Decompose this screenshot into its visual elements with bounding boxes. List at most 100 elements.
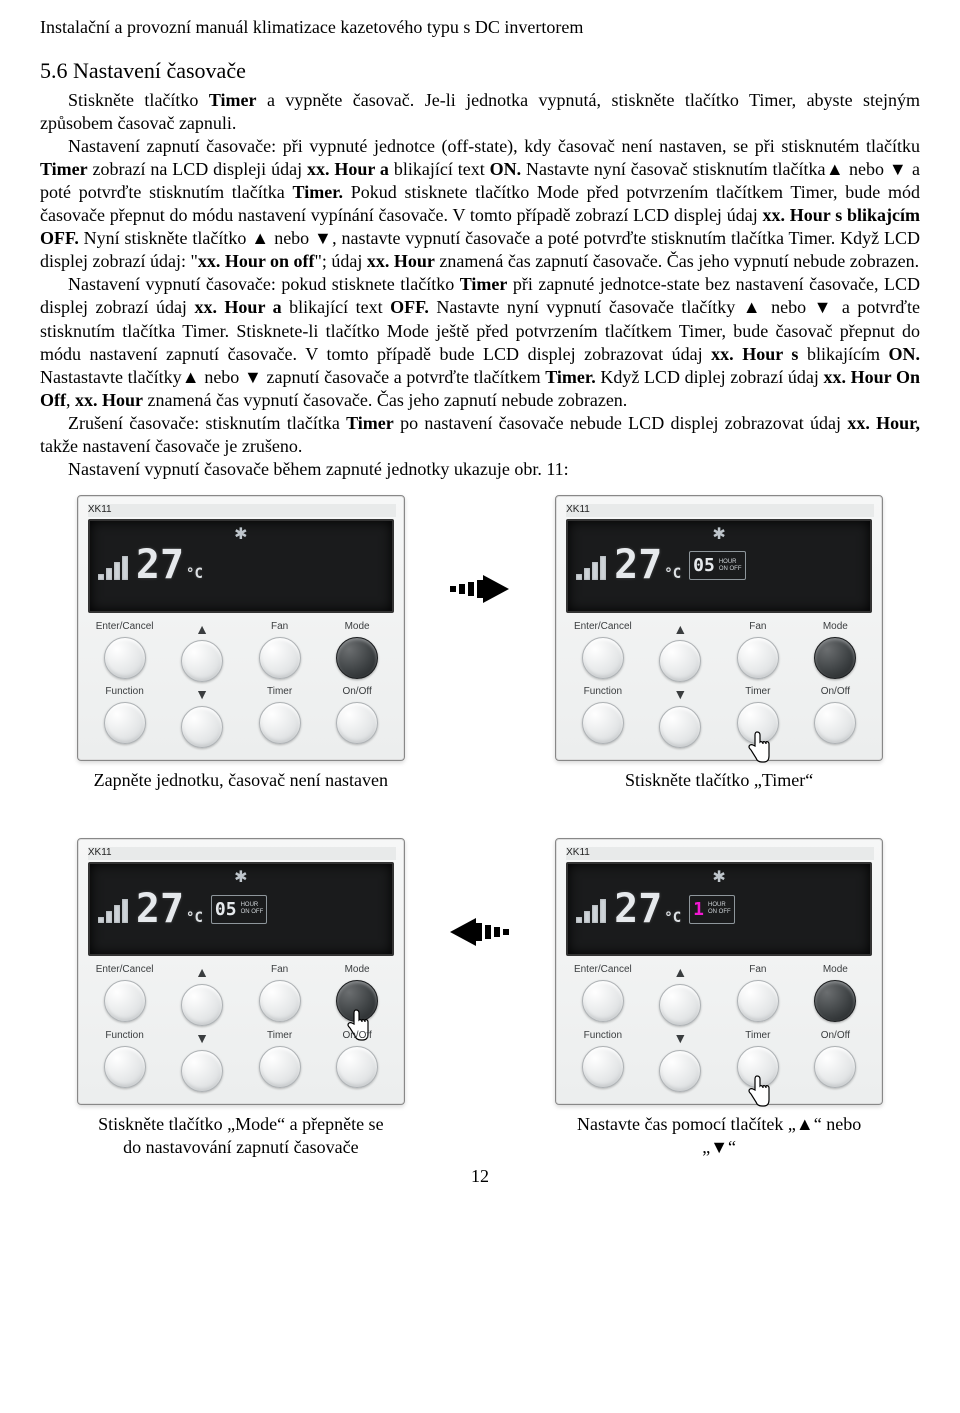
on-off-button[interactable] xyxy=(814,702,856,744)
button-label: Fan xyxy=(271,621,288,635)
timer-button[interactable] xyxy=(737,1046,779,1088)
--button[interactable] xyxy=(659,1050,701,1092)
on-off-button[interactable] xyxy=(814,1046,856,1088)
lcd-hour-label: HOURON OFF xyxy=(719,559,742,573)
button-label: Fan xyxy=(749,621,766,635)
fan-button[interactable] xyxy=(737,980,779,1022)
function-button[interactable] xyxy=(104,702,146,744)
triangle-down-icon: ▼ xyxy=(673,1030,687,1048)
lcd-hour-label: HOURON OFF xyxy=(241,902,264,916)
t: po nastavení časovače nebude LCD displej… xyxy=(394,413,848,433)
button-label: Enter/Cancel xyxy=(574,621,632,635)
button-label: Timer xyxy=(267,686,292,700)
button-label: On/Off xyxy=(821,686,850,700)
model-label: XK11 xyxy=(566,847,874,860)
lcd-hour-label: HOURON OFF xyxy=(708,902,731,916)
--button[interactable] xyxy=(181,1050,223,1092)
t: Nastavení zapnutí časovače: při vypnuté … xyxy=(68,136,920,156)
mode-button[interactable] xyxy=(336,637,378,679)
timer-button[interactable] xyxy=(737,702,779,744)
panel-caption: Stiskněte tlačítko „Mode“ a přepněte se … xyxy=(91,1113,391,1159)
model-label: XK11 xyxy=(88,504,396,517)
--button[interactable] xyxy=(659,640,701,682)
t: Když LCD diplej zobrazí údaj xyxy=(596,367,824,387)
t: blikajícím xyxy=(798,344,888,364)
timer-button[interactable] xyxy=(259,1046,301,1088)
panel-caption: Nastavte čas pomocí tlačítek „▲“ nebo „▼… xyxy=(569,1113,869,1159)
t: ON. xyxy=(490,159,522,179)
button-label: Mode xyxy=(823,621,848,635)
triangle-up-icon: ▲ xyxy=(195,964,209,982)
snowflake-icon: ✱ xyxy=(234,525,247,545)
t: "; údaj xyxy=(315,251,367,271)
t: Nastavení vypnutí časovače: pokud stiskn… xyxy=(68,274,460,294)
--button[interactable] xyxy=(181,706,223,748)
fan-button[interactable] xyxy=(259,637,301,679)
lcd-hour-value: 1 xyxy=(693,898,704,921)
t: Timer xyxy=(209,90,257,110)
t: Timer xyxy=(40,159,88,179)
button-grid: Enter/Cancel ▲ Fan Mode Function xyxy=(86,621,396,749)
on-off-button[interactable] xyxy=(336,1046,378,1088)
t: xx. Hour on off xyxy=(198,251,315,271)
remote-panel: XK11 ✱ 27°C 05 HOURON OFF Enter/Cancel ▲ xyxy=(77,838,405,1105)
function-button[interactable] xyxy=(582,702,624,744)
button-label: Fan xyxy=(749,964,766,978)
page-number: 12 xyxy=(40,1165,920,1188)
t: takže nastavení časovače je zrušeno. xyxy=(40,436,302,456)
t: xx. Hour a xyxy=(307,159,389,179)
button-label: Mode xyxy=(345,621,370,635)
fan-button[interactable] xyxy=(737,637,779,679)
function-button[interactable] xyxy=(582,1046,624,1088)
function-button[interactable] xyxy=(104,1046,146,1088)
button-label: Timer xyxy=(745,1030,770,1044)
button-label: On/Off xyxy=(821,1030,850,1044)
button-grid: Enter/Cancel ▲ Fan Mode Function xyxy=(564,964,874,1092)
lcd-hour-box: 05 HOURON OFF xyxy=(211,895,267,924)
mode-button[interactable] xyxy=(336,980,378,1022)
lcd-screen: ✱ 27°C 1 HOURON OFF xyxy=(566,862,872,956)
remote-panel: XK11 ✱ 27°C 05 HOURON OFF Enter/Cancel ▲ xyxy=(555,495,883,762)
lcd-hour-value: 05 xyxy=(693,554,715,577)
t: Nastavení vypnutí časovače během zapnuté… xyxy=(40,458,920,481)
panel-caption: Stiskněte tlačítko „Timer“ xyxy=(569,769,869,792)
running-title: Instalační a provozní manuál klimatizace… xyxy=(40,16,920,39)
enter-cancel-button[interactable] xyxy=(582,980,624,1022)
button-label: Timer xyxy=(745,686,770,700)
arrow-left-icon xyxy=(442,918,519,946)
--button[interactable] xyxy=(659,706,701,748)
t: Zrušení časovače: stisknutím tlačítka xyxy=(68,413,346,433)
--button[interactable] xyxy=(181,640,223,682)
timer-button[interactable] xyxy=(259,702,301,744)
t: znamená čas zapnutí časovače. Čas jeho v… xyxy=(435,251,919,271)
t: Timer. xyxy=(545,367,596,387)
triangle-up-icon: ▲ xyxy=(673,621,687,639)
--button[interactable] xyxy=(181,984,223,1026)
mode-button[interactable] xyxy=(814,637,856,679)
fan-button[interactable] xyxy=(259,980,301,1022)
mode-button[interactable] xyxy=(814,980,856,1022)
enter-cancel-button[interactable] xyxy=(582,637,624,679)
t: Nastastavte tlačítky▲ nebo ▼ zapnutí čas… xyxy=(40,367,545,387)
t: xx. Hour xyxy=(367,251,435,271)
enter-cancel-button[interactable] xyxy=(104,980,146,1022)
triangle-down-icon: ▼ xyxy=(195,1030,209,1048)
button-label: On/Off xyxy=(342,686,371,700)
enter-cancel-button[interactable] xyxy=(104,637,146,679)
t: OFF. xyxy=(390,297,429,317)
model-label: XK11 xyxy=(566,504,874,517)
t: zobrazí na LCD displeji údaj xyxy=(88,159,307,179)
arrow-right-icon xyxy=(442,575,519,603)
snowflake-icon: ✱ xyxy=(234,868,247,888)
t: ON. xyxy=(889,344,921,364)
triangle-up-icon: ▲ xyxy=(195,621,209,639)
snowflake-icon: ✱ xyxy=(712,868,725,888)
button-label: Enter/Cancel xyxy=(574,964,632,978)
t: Stiskněte tlačítko xyxy=(68,90,209,110)
lcd-temperature: 27°C xyxy=(136,540,203,591)
button-label: Function xyxy=(584,686,622,700)
lcd-hour-box: 05 HOURON OFF xyxy=(689,551,745,580)
--button[interactable] xyxy=(659,984,701,1026)
button-label: Function xyxy=(105,686,143,700)
on-off-button[interactable] xyxy=(336,702,378,744)
